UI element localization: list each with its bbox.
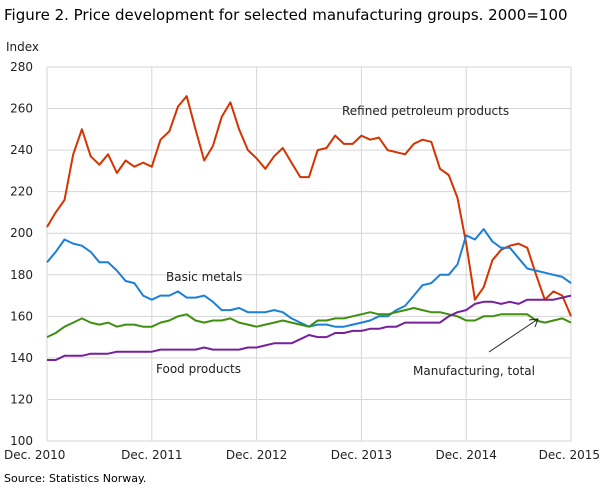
y-tick-label: 120 (10, 392, 33, 406)
y-tick-label: 180 (10, 268, 33, 282)
y-tick-label: 260 (10, 102, 33, 116)
x-tick-label: Dec. 2013 (331, 448, 392, 462)
y-tick-label: 240 (10, 143, 33, 157)
x-tick-label: Dec. 2014 (436, 448, 497, 462)
label-basic-metals: Basic metals (166, 270, 242, 284)
annotation-arrow (488, 318, 539, 353)
x-tick-labels: Dec. 2010 Dec. 2011 Dec. 2012 Dec. 2013 Dec.… (4, 448, 600, 462)
x-tick-label: Dec. 2012 (226, 448, 287, 462)
series-line-manufacturing-total (46, 307, 572, 339)
label-refined-petroleum: Refined petroleum products (342, 104, 509, 118)
series-line-food-products (47, 294, 572, 361)
y-tick-label: 280 (10, 60, 33, 74)
y-tick-labels: 100 120 140 160 180 200 220 240 260 280 (10, 60, 33, 448)
series-line-refined-petroleum-products (46, 95, 572, 317)
x-tick-label: Dec. 2010 (4, 448, 65, 462)
series-line-basic-metals (46, 228, 572, 328)
x-tick-label: Dec. 2011 (121, 448, 182, 462)
y-tick-label: 140 (10, 351, 33, 365)
y-tick-label: 160 (10, 309, 33, 323)
y-tick-label: 200 (10, 226, 33, 240)
y-tick-label: 100 (10, 434, 33, 448)
x-tick-label: Dec. 2015 (539, 448, 600, 462)
label-manufacturing-total: Manufacturing, total (413, 364, 535, 378)
chart-title: Figure 2. Price development for selected… (4, 6, 568, 24)
grid (46, 66, 572, 442)
y-tick-label: 220 (10, 185, 33, 199)
y-axis-label: Index (6, 40, 39, 54)
source-note: Source: Statistics Norway. (4, 472, 147, 485)
label-food-products: Food products (156, 362, 241, 376)
series-lines (46, 95, 572, 361)
